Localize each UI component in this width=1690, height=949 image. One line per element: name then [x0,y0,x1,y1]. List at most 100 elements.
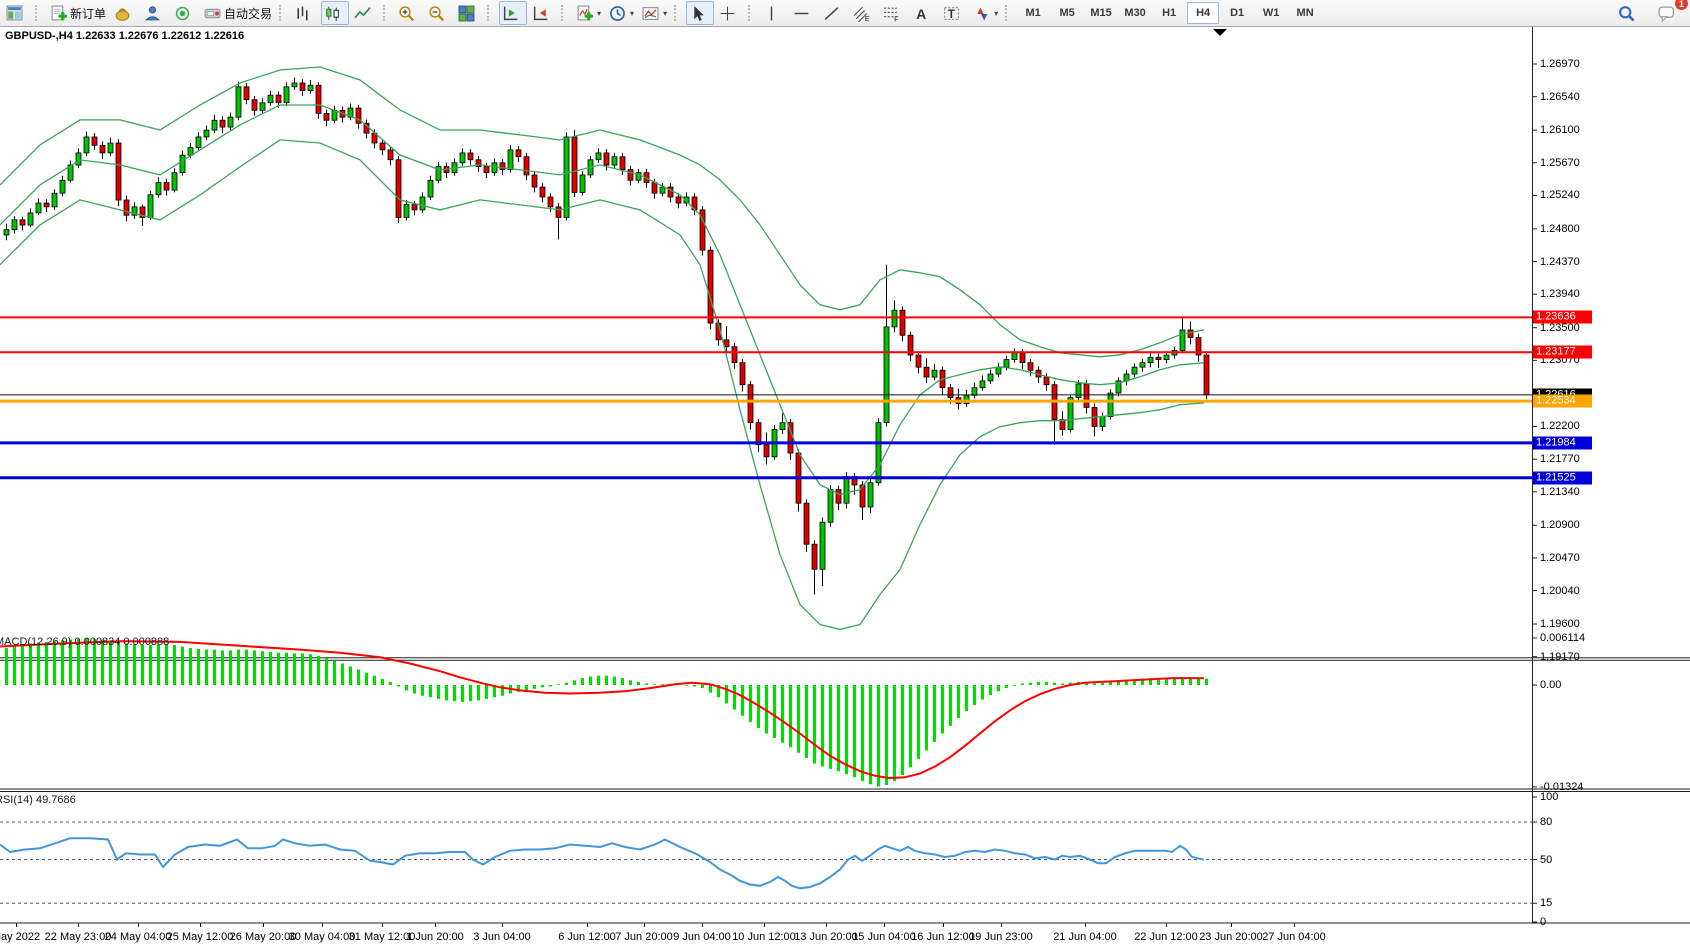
toolbar-group-scroll [496,0,560,26]
dropdown-caret-icon[interactable]: ▾ [630,8,635,18]
dropdown-caret-icon[interactable]: ▾ [994,8,999,18]
time-axis-label: 22 Jun 12:00 [1134,931,1198,943]
toolbar-separator [1005,5,1011,21]
tf-m15[interactable]: M15 [1085,2,1117,24]
button-label: M15 [1090,7,1112,19]
zoom-out-icon [428,5,445,22]
search-icon [1618,5,1635,22]
dropdown-caret-icon[interactable]: ▾ [663,8,668,18]
axis-label: -0.01324 [1540,780,1584,793]
notifications-button[interactable]: 1 [1655,0,1688,25]
toolbar-separator [35,5,41,21]
cursor-button[interactable] [686,1,715,25]
candlestick-button[interactable] [321,1,350,25]
line-icon [354,5,371,22]
tf-d1[interactable]: D1 [1221,2,1253,24]
button-label: W1 [1262,7,1280,19]
notification-badge: 1 [1675,0,1688,10]
autotrade-icon [204,5,221,22]
toolbar-groups: 新订单 自动交易 ▾ ▾ ▾ E F A T ▾ M1 M5 M15 M30 H1 H4 D1 W1 MN [0,0,1324,26]
history-center-button[interactable] [111,1,139,25]
tf-h4[interactable]: H4 [1187,2,1220,24]
price-tag: 1.21525 [1533,471,1592,485]
time-axis-label: May 2022 [0,931,41,943]
search-button[interactable] [1615,1,1643,25]
periods-button[interactable]: ▾ [606,1,637,25]
crosshair-button[interactable] [716,1,744,25]
time-axis-label: 23 Jun 20:00 [1199,931,1263,943]
fibonacci-button[interactable]: F [880,1,908,25]
text-label-button[interactable]: T [940,1,968,25]
expert-icon [144,5,161,22]
tf-m5[interactable]: M5 [1051,2,1083,24]
time-axis-label: 25 May 12:00 [166,931,234,943]
axis-label: 1.19600 [1540,618,1580,631]
trendline-button[interactable] [820,1,848,25]
time-axis-label: 24 May 04:00 [104,931,172,943]
new-order-button[interactable]: 新订单 [47,1,109,25]
charts-button[interactable] [3,1,31,25]
tf-h1[interactable]: H1 [1153,2,1185,24]
axis-label: 1.20470 [1540,551,1580,564]
time-axis-label: 13 Jun 20:00 [794,931,858,943]
text-button[interactable]: A [910,1,938,25]
toolbar-separator [561,5,567,21]
experts-button[interactable] [141,1,169,25]
tile-windows-button[interactable] [455,1,483,25]
auto-scroll-button[interactable] [529,1,557,25]
channel-button[interactable]: E [850,1,878,25]
vertical-line-button[interactable] [760,1,788,25]
toolbar-group-charts [0,0,34,26]
tf-mn[interactable]: MN [1289,2,1321,24]
tf-m30[interactable]: M30 [1119,2,1151,24]
horizontal-line-button[interactable] [790,1,818,25]
bar-chart-button[interactable] [291,1,319,25]
chart-canvas[interactable] [0,27,1690,949]
svg-text:A: A [916,5,926,21]
autotrading-button[interactable]: 自动交易 [201,1,275,25]
svg-text:F: F [894,14,899,22]
text-icon: A [913,5,930,22]
button-label: H1 [1162,7,1177,19]
axis-label: 1.19170 [1540,650,1580,663]
button-label: MN [1296,7,1314,19]
chart-area[interactable]: GBPUSD-,H4 1.22633 1.22676 1.22612 1.226… [0,27,1690,949]
axis-label: 1.21340 [1540,485,1580,498]
time-axis-label: 19 Jun 23:00 [969,931,1033,943]
signals-button[interactable] [171,1,199,25]
tf-w1[interactable]: W1 [1255,2,1287,24]
price-tag: 1.23636 [1533,310,1592,324]
toolbar-separator [383,5,389,21]
macd-label: MACD(12,26,9) 0.000834 0.000888 [0,636,170,648]
bars-icon [294,5,311,22]
zoom-in-icon [398,5,415,22]
zoom-in-button[interactable] [395,1,423,25]
templates-button[interactable]: ▾ [639,1,670,25]
axis-label: 1.22200 [1540,420,1580,433]
dropdown-caret-icon[interactable]: ▾ [597,8,602,18]
button-label: 自动交易 [224,6,273,21]
axis-label: 100 [1540,791,1559,803]
text-label-icon: T [943,5,960,22]
axis-label: 1.23940 [1540,288,1580,301]
time-axis-label: 22 May 23:00 [44,931,112,943]
tf-m1[interactable]: M1 [1017,2,1049,24]
toolbar-separator [487,5,493,21]
time-axis-label: 16 Jun 12:00 [911,931,975,943]
axis-label: 1.24800 [1540,222,1580,235]
zoom-out-button[interactable] [425,1,453,25]
button-label: H4 [1196,7,1211,19]
channel-icon: E [853,5,870,22]
toolbar-group-timeframes: M1 M5 M15 M30 H1 H4 D1 W1 MN [1014,0,1324,26]
trendline-icon [823,5,840,22]
button-label: M1 [1025,7,1041,19]
indicators-button[interactable]: ▾ [573,1,604,25]
time-axis-label: 15 Jun 04:00 [852,931,916,943]
axis-label: 0 [1540,916,1547,928]
arrows-icon [973,5,990,22]
chart-shift-button[interactable] [499,1,528,25]
button-label: M30 [1124,7,1146,19]
line-chart-button[interactable] [351,1,379,25]
arrows-button[interactable]: ▾ [970,1,1001,25]
axis-label: 1.20040 [1540,584,1580,597]
